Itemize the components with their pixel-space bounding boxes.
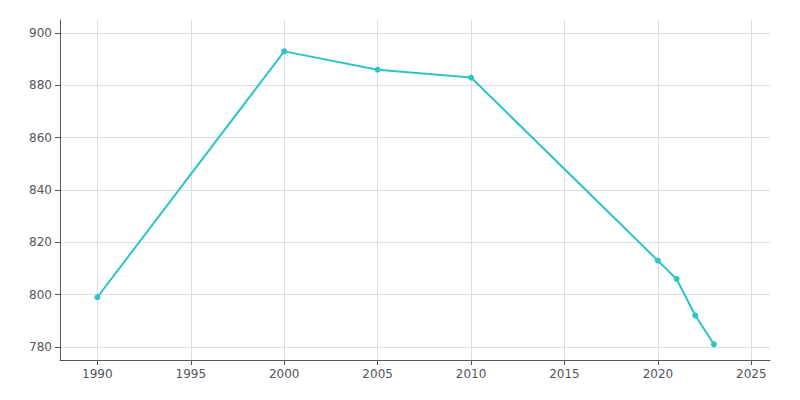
svg-text:860: 860 <box>29 131 52 145</box>
svg-text:2025: 2025 <box>736 367 767 381</box>
svg-text:800: 800 <box>29 288 52 302</box>
svg-text:2020: 2020 <box>643 367 674 381</box>
svg-text:1990: 1990 <box>82 367 113 381</box>
svg-text:2010: 2010 <box>456 367 487 381</box>
svg-text:1995: 1995 <box>176 367 207 381</box>
svg-text:2000: 2000 <box>269 367 300 381</box>
svg-text:2005: 2005 <box>362 367 393 381</box>
svg-text:880: 880 <box>29 78 52 92</box>
svg-text:780: 780 <box>29 340 52 354</box>
svg-text:840: 840 <box>29 183 52 197</box>
svg-text:820: 820 <box>29 235 52 249</box>
svg-text:900: 900 <box>29 26 52 40</box>
svg-text:2015: 2015 <box>549 367 580 381</box>
